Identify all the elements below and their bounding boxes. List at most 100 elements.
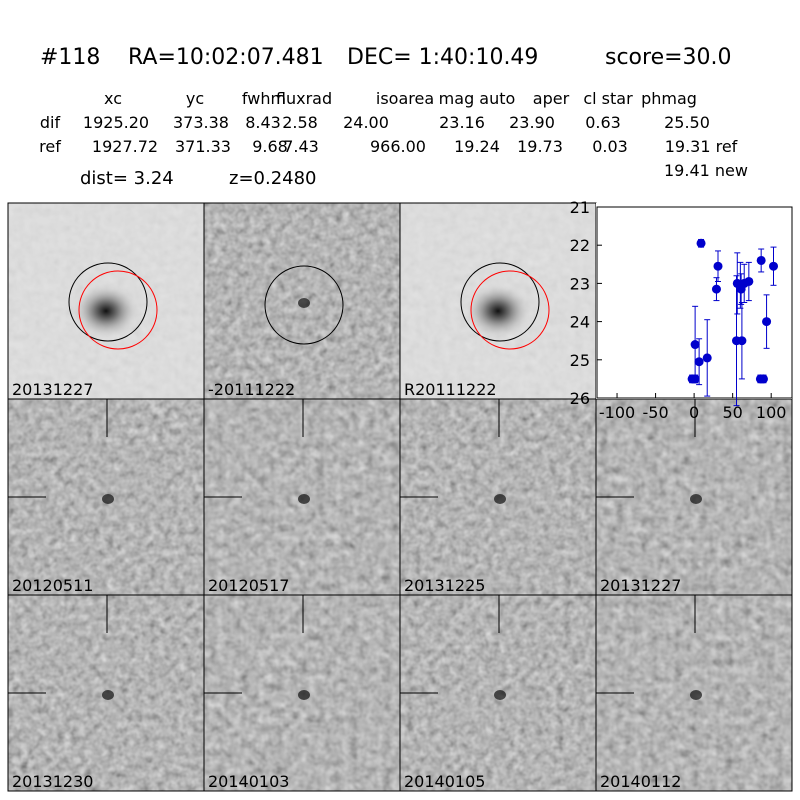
table-cell: 24.00 bbox=[343, 113, 389, 132]
column-header: phmag bbox=[641, 89, 697, 108]
ra: RA=10:02:07.481 bbox=[128, 45, 324, 70]
point bbox=[694, 357, 704, 367]
image-panel: 20120511 bbox=[7, 398, 205, 596]
source bbox=[690, 690, 702, 700]
table-cell: 9.68 bbox=[252, 137, 288, 156]
image-panel: 20140112 bbox=[595, 594, 793, 792]
x-tick-label: 0 bbox=[689, 403, 699, 422]
source bbox=[690, 494, 702, 504]
table-cell: 25.50 bbox=[664, 113, 710, 132]
y-tick-label: 22 bbox=[570, 236, 590, 255]
image-panel: 20131230 bbox=[7, 594, 205, 792]
column-header: yc bbox=[186, 89, 204, 108]
row-label: ref bbox=[39, 137, 61, 156]
column-header: isoarea bbox=[376, 89, 434, 108]
redshift: z=0.2480 bbox=[229, 168, 317, 189]
table-cell: 19.73 bbox=[517, 137, 563, 156]
image-panel: -20111222 bbox=[203, 202, 401, 400]
aperture-red bbox=[470, 270, 550, 350]
table-cell: 2.58 bbox=[282, 113, 318, 132]
table-cell: 8.43 bbox=[245, 113, 281, 132]
source bbox=[298, 298, 310, 308]
panel-label: 20131230 bbox=[12, 772, 93, 791]
table-cell: 371.33 bbox=[175, 137, 231, 156]
panel-label: 20120511 bbox=[12, 576, 93, 595]
source bbox=[494, 494, 506, 504]
point bbox=[737, 336, 747, 346]
table-cell: 0.63 bbox=[585, 113, 621, 132]
x-tick-label: 100 bbox=[756, 403, 787, 422]
source bbox=[102, 494, 114, 504]
plot-bg bbox=[596, 203, 792, 399]
y-tick-label: 21 bbox=[570, 198, 590, 217]
table-cell: 1925.20 bbox=[83, 113, 149, 132]
source bbox=[298, 494, 310, 504]
x-tick-label: -50 bbox=[643, 403, 669, 422]
panel-border bbox=[595, 594, 793, 792]
point bbox=[758, 374, 768, 384]
object-id: #118 bbox=[40, 45, 100, 70]
dec: DEC= 1:40:10.49 bbox=[347, 45, 538, 70]
row-label: dif bbox=[40, 113, 61, 132]
aperture-red bbox=[78, 270, 158, 350]
table-cell: 23.16 bbox=[439, 113, 485, 132]
point bbox=[762, 317, 772, 327]
table-extra: 19.41 new bbox=[664, 161, 748, 180]
source bbox=[494, 690, 506, 700]
point bbox=[769, 261, 779, 271]
aperture-black bbox=[264, 265, 344, 345]
point bbox=[690, 340, 700, 350]
dist: dist= 3.24 bbox=[80, 168, 174, 189]
galaxy bbox=[464, 283, 532, 339]
column-header: cl star bbox=[583, 89, 633, 108]
x-tick-label: -100 bbox=[599, 403, 635, 422]
y-tick-label: 25 bbox=[570, 351, 590, 370]
point bbox=[702, 353, 712, 363]
panel-label: 20131227 bbox=[600, 576, 681, 595]
table-cell: 19.31 ref bbox=[665, 137, 738, 156]
y-tick-label: 24 bbox=[570, 313, 590, 332]
score: score=30.0 bbox=[605, 45, 732, 70]
point bbox=[744, 276, 754, 286]
galaxy bbox=[72, 283, 140, 339]
column-header: fluxrad bbox=[276, 89, 332, 108]
table-cell: 19.24 bbox=[454, 137, 500, 156]
panel-label: 20140112 bbox=[600, 772, 681, 791]
column-header: fwhm bbox=[242, 89, 286, 108]
table-cell: 23.90 bbox=[509, 113, 555, 132]
panel-label: 20140105 bbox=[404, 772, 485, 791]
aperture-black bbox=[460, 262, 540, 342]
panel-label: 20131227 bbox=[12, 380, 93, 399]
point bbox=[696, 238, 706, 248]
image-panel: 20131227 bbox=[7, 202, 205, 400]
panel-label: 20140103 bbox=[208, 772, 289, 791]
source bbox=[102, 690, 114, 700]
point bbox=[713, 261, 723, 271]
aperture-black bbox=[68, 262, 148, 342]
column-header: xc bbox=[104, 89, 122, 108]
table-cell: 1927.72 bbox=[92, 137, 158, 156]
table-cell: 373.38 bbox=[173, 113, 229, 132]
point bbox=[711, 284, 721, 294]
image-panel: 20140103 bbox=[203, 594, 401, 792]
image-panel: 20131225 bbox=[399, 398, 597, 596]
panel-label: R20111222 bbox=[404, 380, 497, 399]
image-panel: 20120517 bbox=[203, 398, 401, 596]
panel-label: -20111222 bbox=[208, 380, 295, 399]
table-cell: 7.43 bbox=[283, 137, 319, 156]
column-header: aper bbox=[533, 89, 570, 108]
table-cell: 0.03 bbox=[592, 137, 628, 156]
y-tick-label: 26 bbox=[570, 389, 590, 408]
column-header: mag auto bbox=[439, 89, 516, 108]
x-tick-label: 50 bbox=[722, 403, 742, 422]
panel-label: 20120517 bbox=[208, 576, 289, 595]
y-tick-label: 23 bbox=[570, 274, 590, 293]
point bbox=[756, 255, 766, 265]
image-panel: R20111222 bbox=[399, 202, 597, 400]
table-cell: 966.00 bbox=[370, 137, 426, 156]
source bbox=[298, 690, 310, 700]
image-panel: 20131227 bbox=[595, 398, 793, 596]
image-panel: 20140105 bbox=[399, 594, 597, 792]
